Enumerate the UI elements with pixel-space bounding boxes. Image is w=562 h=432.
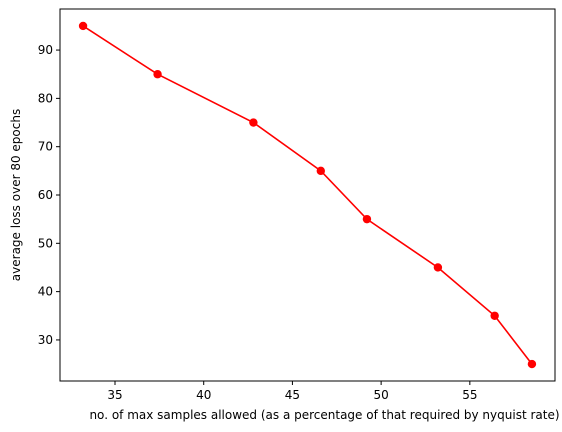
series-line bbox=[82, 25, 533, 365]
x-tick-label: 50 bbox=[373, 388, 388, 402]
x-tick-label: 45 bbox=[285, 388, 300, 402]
x-tick-label: 55 bbox=[462, 388, 477, 402]
data-point bbox=[490, 311, 499, 320]
data-point bbox=[249, 118, 258, 127]
x-tick-label: 40 bbox=[196, 388, 211, 402]
data-point bbox=[527, 359, 537, 369]
plot-area bbox=[78, 21, 537, 369]
y-tick-label: 60 bbox=[38, 188, 53, 202]
y-axis-ticks: 30 40 50 60 70 80 90 bbox=[38, 43, 60, 347]
y-tick-label: 40 bbox=[38, 285, 53, 299]
y-tick-label: 70 bbox=[38, 140, 53, 154]
x-axis-ticks: 35 40 45 50 55 bbox=[107, 381, 477, 402]
data-point bbox=[316, 166, 326, 176]
y-tick-label: 90 bbox=[38, 43, 53, 57]
x-tick-label: 35 bbox=[107, 388, 122, 402]
data-point bbox=[433, 263, 443, 272]
plot-frame bbox=[59, 8, 556, 382]
y-axis-label: average loss over 80 epochs bbox=[9, 109, 23, 281]
x-axis-label: no. of max samples allowed (as a percent… bbox=[89, 408, 559, 422]
data-point bbox=[78, 21, 88, 31]
y-tick-label: 30 bbox=[38, 333, 53, 347]
data-point bbox=[362, 214, 372, 224]
y-tick-label: 50 bbox=[38, 236, 53, 250]
data-point bbox=[153, 70, 162, 79]
y-tick-label: 80 bbox=[38, 91, 53, 105]
